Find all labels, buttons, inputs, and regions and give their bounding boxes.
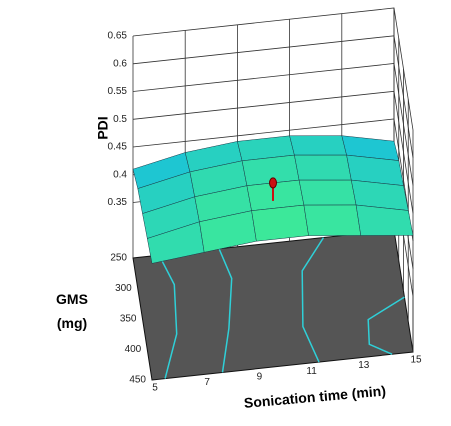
y-tick-label: 300 xyxy=(115,283,132,294)
x-tick-label: 11 xyxy=(306,366,317,377)
x-tick-label: 15 xyxy=(410,355,422,366)
x-tick-label: 5 xyxy=(152,383,158,394)
surface-cell xyxy=(298,179,357,206)
z-tick-label: 0.45 xyxy=(108,142,128,153)
contour xyxy=(301,237,325,363)
y-tick-label: 400 xyxy=(125,344,142,355)
x-tick-label: 7 xyxy=(204,377,210,388)
surface-cell xyxy=(294,154,352,181)
z-tick-label: 0.6 xyxy=(113,58,127,69)
z-tick-label: 0.35 xyxy=(108,197,128,208)
z-tick-label: 0.65 xyxy=(108,31,128,42)
surface-cell xyxy=(289,135,347,156)
y-tick-label: 250 xyxy=(110,253,127,264)
surface-cell xyxy=(251,204,309,242)
surface-cell xyxy=(303,204,362,236)
contour xyxy=(367,296,405,355)
y-axis-title: GMS (mg) xyxy=(56,291,88,331)
z-axis-title: PDI xyxy=(95,116,111,139)
surface-cell xyxy=(355,204,414,236)
z-tick-label: 0.5 xyxy=(113,114,127,125)
z-tick-label: 0.4 xyxy=(113,169,127,180)
grid-line xyxy=(132,7,414,131)
x-tick-label: 9 xyxy=(257,371,263,382)
x-axis-title: Sonication time (min) xyxy=(243,383,386,411)
x-tick-label: 13 xyxy=(358,360,370,371)
y-tick-label: 450 xyxy=(129,375,146,386)
design-point xyxy=(269,177,277,189)
contour xyxy=(158,254,178,379)
y-tick-label: 350 xyxy=(120,314,137,325)
z-tick-label: 0.55 xyxy=(108,86,128,97)
contour xyxy=(218,248,233,373)
